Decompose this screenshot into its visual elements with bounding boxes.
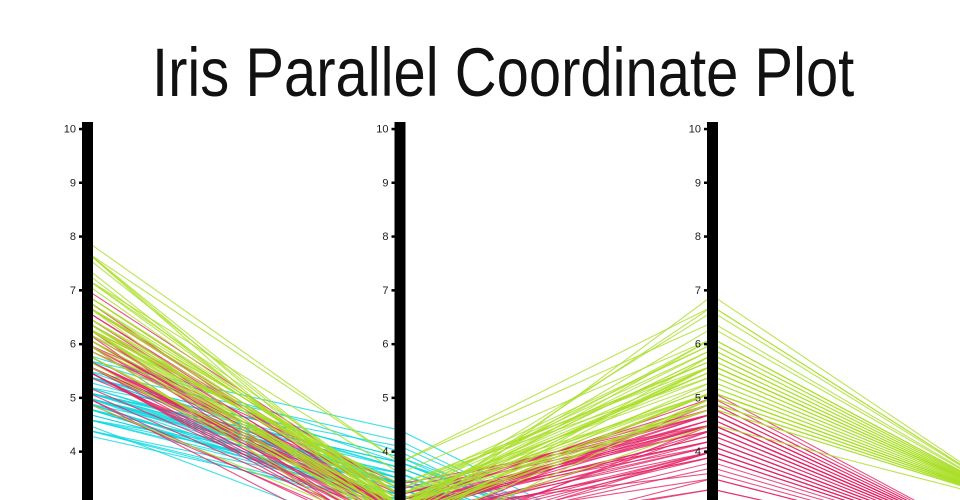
axis-tick-mark (79, 235, 82, 238)
axis-tick-mark (79, 127, 82, 131)
axis-tick-label: 8 (695, 231, 701, 243)
axis-tick-mark (391, 181, 395, 184)
axis-tick-mark (391, 342, 395, 346)
axis-tick-label: 6 (695, 339, 701, 351)
axis-tick-mark (79, 289, 82, 292)
sample-line (87, 295, 960, 496)
axis-bar (394, 122, 406, 500)
axis-tick-mark (391, 450, 395, 453)
axis-tick-mark (704, 289, 707, 292)
axis-tick-label: 5 (70, 392, 76, 404)
axis-tick-label: 9 (382, 177, 388, 189)
sample-line (87, 252, 960, 500)
sample-line (87, 306, 960, 500)
sample-line (87, 295, 908, 500)
axis-tick-mark (704, 396, 707, 400)
axis-sepal_length: 10 9 8 7 6 5 4 (64, 122, 93, 500)
sample-line (87, 349, 960, 500)
sample-line (87, 279, 960, 496)
sample-line (87, 402, 960, 500)
axis-petal_length: 10 9 8 7 6 5 4 (689, 122, 718, 500)
axis-tick-mark (704, 127, 707, 131)
axis-tick-label: 10 (376, 124, 388, 136)
axis-tick-label: 10 (689, 124, 701, 136)
sample-line (87, 418, 402, 500)
axis-tick-mark (704, 235, 707, 238)
axis-tick-mark (79, 181, 82, 184)
sample-line (87, 257, 960, 500)
axis-tick-mark (391, 235, 395, 238)
axis-tick-label: 4 (695, 446, 701, 458)
axis-tick-label: 7 (70, 285, 76, 297)
axis-tick-mark (79, 342, 82, 346)
sample-line (87, 295, 960, 500)
axis-tick-mark (704, 342, 707, 346)
sample-line (87, 424, 288, 500)
axis-tick-label: 8 (382, 231, 388, 243)
sample-line (87, 306, 960, 490)
sample-line (87, 370, 855, 500)
axis-tick-label: 4 (70, 446, 76, 458)
axis-tick-label: 6 (382, 339, 388, 351)
axis-tick-label: 9 (695, 177, 701, 189)
axis-tick-label: 7 (695, 285, 701, 297)
sample-line (87, 332, 960, 485)
axis-tick-mark (391, 289, 395, 292)
chart-title: Iris Parallel Coordinate Plot (152, 34, 855, 111)
axis-tick-label: 5 (695, 392, 701, 404)
axis-tick-mark (79, 450, 82, 453)
sample-line (87, 316, 960, 500)
axis-tick-label: 7 (382, 285, 388, 297)
sample-line (87, 370, 825, 500)
axis-tick-label: 9 (70, 177, 76, 189)
series-virginica (87, 241, 960, 500)
sample-line (87, 397, 798, 500)
sample-line (87, 295, 960, 500)
axis-tick-label: 6 (70, 339, 76, 351)
sample-line (87, 370, 855, 500)
axis-tick-label: 5 (382, 392, 388, 404)
sample-line (87, 391, 329, 500)
axis-tick-label: 10 (64, 124, 76, 136)
axis-tick-mark (704, 450, 707, 453)
axis-tick-label: 4 (382, 446, 388, 458)
axis-tick-mark (704, 181, 707, 184)
axis-bar (707, 122, 718, 500)
sample-line (87, 397, 763, 500)
axis-tick-mark (79, 396, 82, 400)
sample-line (87, 241, 960, 469)
axis-sepal_width: 10 9 8 7 6 5 4 (376, 122, 406, 500)
axis-tick-mark (391, 396, 395, 400)
axis-bar (82, 122, 93, 500)
axis-tick-label: 8 (70, 231, 76, 243)
sample-line (87, 327, 960, 500)
axis-tick-mark (391, 127, 395, 131)
